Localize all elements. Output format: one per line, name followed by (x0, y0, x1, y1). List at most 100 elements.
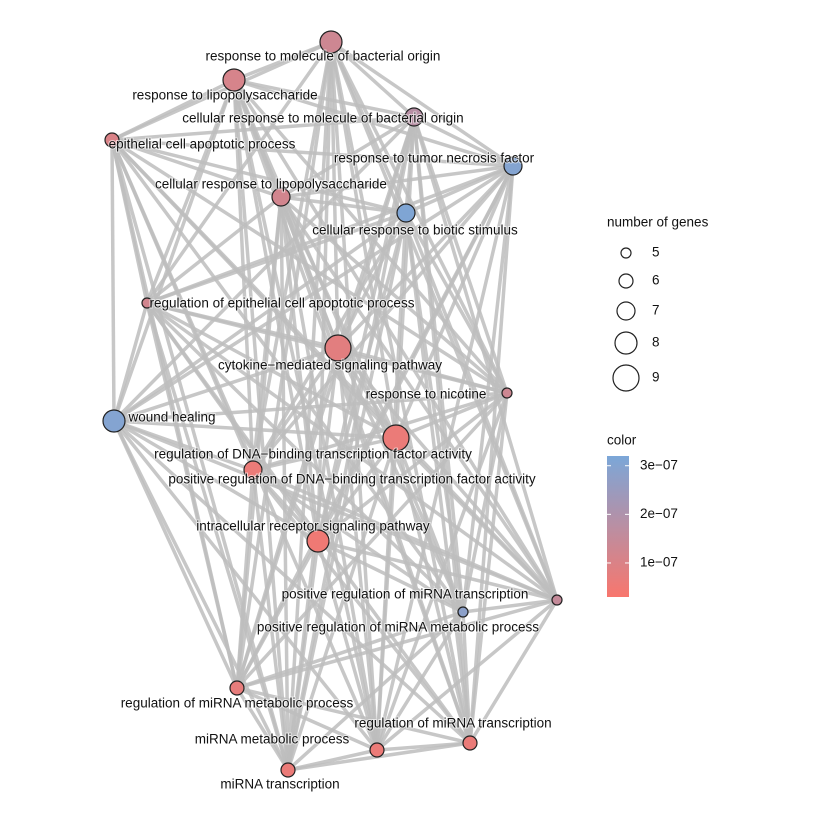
node (457, 606, 469, 618)
node (280, 762, 296, 778)
edge (113, 419, 397, 440)
edge (235, 687, 290, 771)
edge (111, 78, 235, 142)
legend: number of genes color 5 6 7 8 9 3e−07 2e−07 1e−… (607, 215, 709, 597)
node (306, 529, 330, 553)
edge (286, 437, 398, 771)
node-label: intracellular receptor signaling pathway (196, 519, 430, 534)
edge (286, 610, 465, 772)
edge (329, 40, 416, 119)
edge (279, 196, 398, 439)
edge (146, 211, 407, 305)
node-label: regulation of miRNA transcription (354, 716, 551, 731)
node-label: regulation of epithelial cell apoptotic … (150, 296, 415, 311)
node-label: response to tumor necrosis factor (334, 151, 535, 166)
node-label: cellular response to lipopolysaccharide (155, 177, 387, 192)
edge (145, 195, 283, 305)
edge (235, 540, 320, 689)
edge (461, 611, 472, 744)
edge (329, 41, 398, 439)
node-label: response to molecule of bacterial origin (206, 49, 441, 64)
edge (280, 195, 407, 215)
edge (394, 436, 559, 602)
color-tick-label: 1e−07 (640, 555, 678, 570)
node-label: positive regulation of miRNA transcripti… (282, 587, 529, 602)
edge (317, 539, 464, 614)
size-legend-label: 7 (652, 303, 660, 318)
edge (252, 436, 397, 472)
edge (462, 598, 558, 614)
edge (280, 164, 514, 199)
edge (336, 347, 398, 439)
node-label: cellular response to biotic stimulus (312, 223, 518, 238)
size-legend-label: 8 (652, 335, 660, 350)
edge (232, 79, 559, 601)
edge (375, 611, 465, 751)
edge (236, 610, 464, 690)
edge (113, 391, 508, 423)
edge (336, 346, 559, 602)
size-legend-key (614, 331, 638, 355)
size-legend-key (618, 273, 634, 289)
edge (336, 212, 408, 349)
edge (236, 598, 558, 690)
edge (113, 346, 339, 423)
edge (336, 164, 515, 350)
edge (236, 686, 471, 745)
node (229, 680, 245, 696)
node (319, 30, 343, 54)
edge (112, 420, 290, 771)
edge (252, 391, 508, 472)
node-label: miRNA transcription (220, 777, 339, 792)
edge (404, 212, 559, 601)
edge (111, 138, 282, 199)
edge (111, 138, 508, 395)
edge (112, 211, 408, 423)
edge (235, 469, 255, 689)
color-tick-label: 3e−07 (640, 457, 678, 472)
node-label: cytokine−mediated signaling pathway (218, 358, 442, 373)
node (102, 409, 126, 433)
node-label: positive regulation of DNA−binding trans… (168, 472, 536, 487)
edge (145, 302, 290, 771)
node-label: wound healing (127, 410, 215, 425)
node (222, 68, 246, 92)
edge (404, 212, 509, 394)
edge (394, 437, 465, 613)
edge (337, 346, 508, 395)
edge (236, 686, 378, 752)
edge (110, 139, 379, 751)
node (243, 460, 263, 480)
edge (316, 540, 379, 751)
color-tick-label: 2e−07 (640, 506, 678, 521)
node (404, 107, 424, 127)
size-legend-key (612, 364, 640, 392)
edge (330, 40, 514, 168)
node-label: response to lipopolysaccharide (132, 88, 317, 103)
edge (111, 138, 407, 215)
node-label: miRNA metabolic process (195, 732, 350, 747)
node (396, 203, 416, 223)
node (501, 387, 513, 399)
edge (112, 419, 472, 745)
edge (461, 392, 509, 613)
edge (413, 115, 514, 168)
size-legend-label: 9 (652, 370, 660, 385)
node-label: epithelial cell apoptotic process (109, 137, 296, 152)
node-label: response to nicotine (366, 387, 487, 402)
edge (468, 599, 559, 744)
node (462, 735, 478, 751)
node (271, 187, 291, 207)
node (324, 334, 352, 362)
edge (145, 301, 472, 745)
size-legend-label: 5 (652, 245, 660, 260)
node-label: cellular response to molecule of bacteri… (182, 111, 463, 126)
edge (468, 165, 515, 744)
node (382, 424, 410, 452)
node (104, 132, 120, 148)
size-legend-key (616, 301, 636, 321)
edge (252, 468, 464, 614)
size-legend-label: 6 (652, 273, 660, 288)
edge (395, 391, 508, 440)
color-legend-title: color (607, 433, 637, 448)
